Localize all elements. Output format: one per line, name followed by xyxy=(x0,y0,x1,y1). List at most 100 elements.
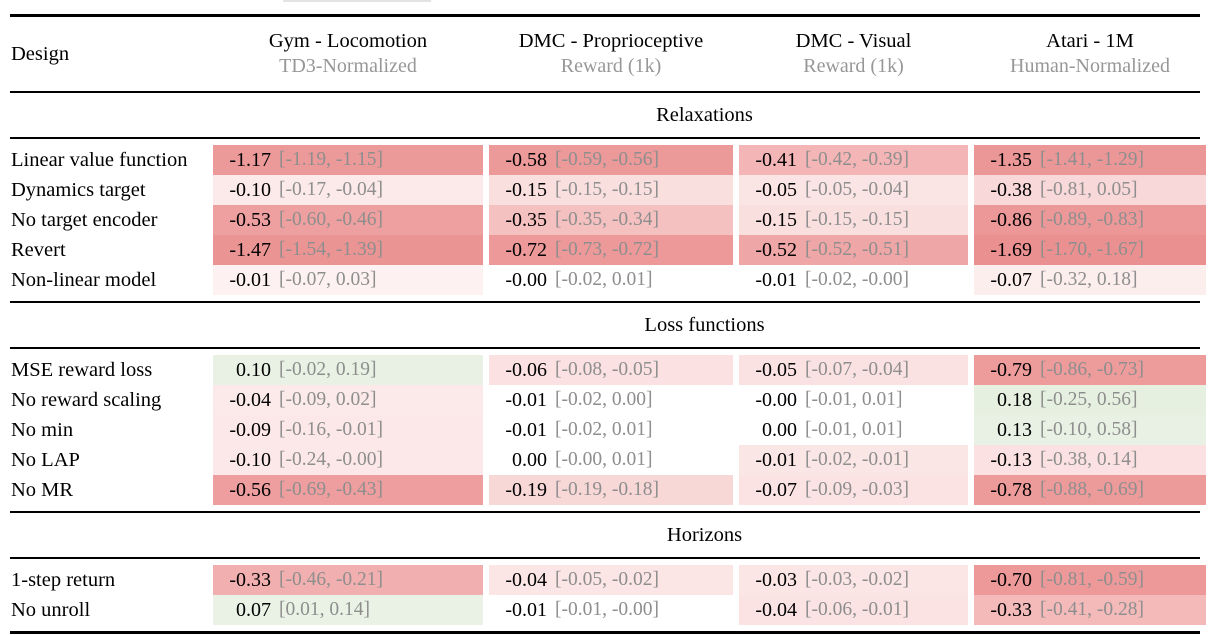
value-cell: -0.53 [-0.60, -0.46] xyxy=(213,205,483,235)
cell-value: -0.79 xyxy=(990,358,1032,381)
section-rule xyxy=(10,301,1200,303)
section-title: Horizons xyxy=(666,523,743,546)
cell-confidence-interval: [-0.02, 0.01] xyxy=(555,419,653,440)
value-cell: -1.17 [-1.19, -1.15] xyxy=(213,145,483,175)
cell-confidence-interval: [-0.35, -0.34] xyxy=(555,209,659,230)
cell-value: -0.15 xyxy=(755,208,797,231)
value-cell: -0.04 [-0.09, 0.02] xyxy=(213,385,483,415)
cell-confidence-interval: [-0.06, -0.01] xyxy=(805,599,909,620)
column-subtitle: Human-Normalized xyxy=(1010,55,1170,78)
value-cell: -0.33 [-0.41, -0.28] xyxy=(974,595,1206,625)
cell-confidence-interval: [-0.52, -0.51] xyxy=(805,239,909,260)
cell-confidence-interval: [-0.16, -0.01] xyxy=(279,419,383,440)
value-cell: -0.38 [-0.81, 0.05] xyxy=(974,175,1206,205)
top-rule xyxy=(10,14,1200,17)
design-column-header: Design xyxy=(11,42,70,65)
table-body: Relaxations Linear value function -1.17 [-1… xyxy=(10,93,1206,631)
column-subtitle: TD3-Normalized xyxy=(279,55,417,78)
cell-value: -1.17 xyxy=(229,148,271,171)
cell-confidence-interval: [-0.42, -0.39] xyxy=(805,149,909,170)
cell-value: -0.05 xyxy=(755,358,797,381)
cell-confidence-interval: [-1.70, -1.67] xyxy=(1040,239,1144,260)
cell-confidence-interval: [-1.54, -1.39] xyxy=(279,239,383,260)
section-rows: MSE reward loss 0.10 [-0.02, 0.19] -0.06 [-0… xyxy=(10,349,1206,511)
cell-value: -0.72 xyxy=(505,238,547,261)
cell-value: -0.53 xyxy=(229,208,271,231)
cell-value: -0.07 xyxy=(990,268,1032,291)
header-rule xyxy=(10,91,1200,93)
cell-confidence-interval: [-0.59, -0.56] xyxy=(555,149,659,170)
cell-value: -0.00 xyxy=(505,268,547,291)
value-cell: 0.07 [0.01, 0.14] xyxy=(213,595,483,625)
cell-confidence-interval: [-0.19, -0.18] xyxy=(555,479,659,500)
value-cell: -0.56 [-0.69, -0.43] xyxy=(213,475,483,505)
design-label: No unroll xyxy=(11,598,91,621)
section-rows: Linear value function -1.17 [-1.19, -1.15]… xyxy=(10,139,1206,301)
cell-confidence-interval: [-0.46, -0.21] xyxy=(279,569,383,590)
cell-confidence-interval: [-0.32, 0.18] xyxy=(1040,269,1138,290)
value-cell: -0.15 [-0.15, -0.15] xyxy=(489,175,733,205)
cell-value: 0.07 xyxy=(236,598,271,621)
table-header-row: Design Gym - Locomotion TD3-Normalized D… xyxy=(10,17,1200,91)
value-cell: 0.10 [-0.02, 0.19] xyxy=(213,355,483,385)
section-title: Loss functions xyxy=(644,313,765,336)
section-title-band: Relaxations xyxy=(10,93,1200,137)
cell-value: -0.01 xyxy=(505,418,547,441)
cell-value: -0.01 xyxy=(505,598,547,621)
cell-value: -0.01 xyxy=(229,268,271,291)
value-cell: -0.78 [-0.88, -0.69] xyxy=(974,475,1206,505)
value-cell: -0.10 [-0.24, -0.00] xyxy=(213,445,483,475)
column-header-gym-locomotion: Gym - Locomotion TD3-Normalized xyxy=(213,29,483,80)
cell-confidence-interval: [-0.05, -0.04] xyxy=(805,179,909,200)
cell-confidence-interval: [-0.73, -0.72] xyxy=(555,239,659,260)
cell-value: -0.33 xyxy=(990,598,1032,621)
cell-confidence-interval: [-0.10, 0.58] xyxy=(1040,419,1138,440)
cell-value: -0.52 xyxy=(755,238,797,261)
value-cell: -0.07 [-0.09, -0.03] xyxy=(739,475,968,505)
cell-value: 0.18 xyxy=(997,388,1032,411)
value-cell: -0.01 [-0.02, 0.01] xyxy=(489,415,733,445)
value-cell: -0.41 [-0.42, -0.39] xyxy=(739,145,968,175)
cell-value: -0.13 xyxy=(990,448,1032,471)
value-cell: -0.10 [-0.17, -0.04] xyxy=(213,175,483,205)
value-cell: -0.05 [-0.05, -0.04] xyxy=(739,175,968,205)
cell-value: -0.19 xyxy=(505,478,547,501)
cell-confidence-interval: [-0.09, 0.02] xyxy=(279,389,377,410)
cell-confidence-interval: [-0.02, 0.00] xyxy=(555,389,653,410)
column-title: DMC - Visual xyxy=(795,29,912,52)
cell-value: -0.09 xyxy=(229,418,271,441)
cell-confidence-interval: [-0.02, 0.01] xyxy=(555,269,653,290)
column-title: DMC - Proprioceptive xyxy=(518,29,704,52)
cell-confidence-interval: [-0.15, -0.15] xyxy=(805,209,909,230)
cell-value: -0.04 xyxy=(229,388,271,411)
column-subtitle: Reward (1k) xyxy=(803,55,904,78)
cropped-edge-artifact xyxy=(283,0,431,2)
cell-confidence-interval: [-0.07, 0.03] xyxy=(279,269,377,290)
section-rule xyxy=(10,347,1200,349)
value-cell: 0.00 [-0.01, 0.01] xyxy=(739,415,968,445)
value-cell: -1.69 [-1.70, -1.67] xyxy=(974,235,1206,265)
value-cell: -0.04 [-0.05, -0.02] xyxy=(489,565,733,595)
section-rule xyxy=(10,557,1200,559)
section-rule xyxy=(10,137,1200,139)
cell-value: -0.01 xyxy=(505,388,547,411)
column-header-atari-1m: Atari - 1M Human-Normalized xyxy=(974,29,1206,80)
value-cell: -0.35 [-0.35, -0.34] xyxy=(489,205,733,235)
cell-confidence-interval: [-0.02, 0.19] xyxy=(279,359,377,380)
value-cell: -0.01 [-0.01, -0.00] xyxy=(489,595,733,625)
cell-value: 0.13 xyxy=(997,418,1032,441)
value-cell: -0.52 [-0.52, -0.51] xyxy=(739,235,968,265)
value-cell: -0.58 [-0.59, -0.56] xyxy=(489,145,733,175)
cell-value: -0.00 xyxy=(755,388,797,411)
value-cell: -0.04 [-0.06, -0.01] xyxy=(739,595,968,625)
cell-confidence-interval: [-0.38, 0.14] xyxy=(1040,449,1138,470)
design-label: MSE reward loss xyxy=(11,358,153,381)
value-cell: -0.00 [-0.01, 0.01] xyxy=(739,385,968,415)
value-cell: -0.19 [-0.19, -0.18] xyxy=(489,475,733,505)
value-cell: 0.00 [-0.00, 0.01] xyxy=(489,445,733,475)
cell-value: -0.70 xyxy=(990,568,1032,591)
cell-value: -0.01 xyxy=(755,448,797,471)
cell-value: -0.56 xyxy=(229,478,271,501)
cell-value: 0.10 xyxy=(236,358,271,381)
design-label: Revert xyxy=(11,238,66,261)
